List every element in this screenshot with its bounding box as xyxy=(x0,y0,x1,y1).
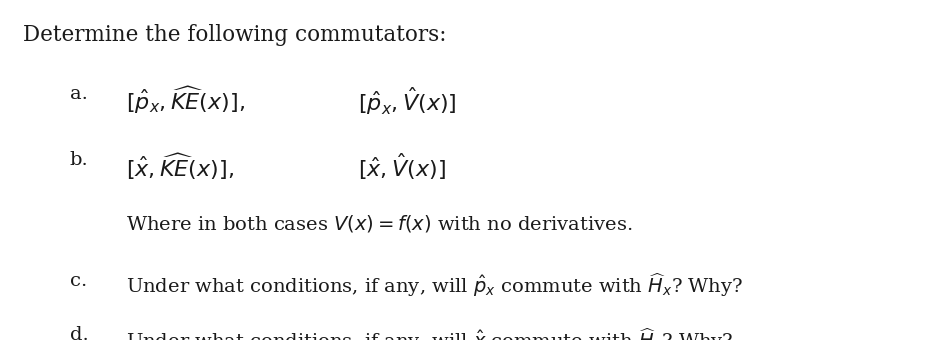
Text: Under what conditions, if any, will $\hat{p}_x$ commute with $\widehat{H}_x$? Wh: Under what conditions, if any, will $\ha… xyxy=(126,272,743,300)
Text: b.: b. xyxy=(70,151,88,169)
Text: $[\hat{p}_x,\widehat{KE}(x)],$: $[\hat{p}_x,\widehat{KE}(x)],$ xyxy=(126,85,245,116)
Text: d.: d. xyxy=(70,326,88,340)
Text: $[\hat{x},\widehat{KE}(x)],$: $[\hat{x},\widehat{KE}(x)],$ xyxy=(126,151,233,182)
Text: Determine the following commutators:: Determine the following commutators: xyxy=(23,24,446,46)
Text: Under what conditions, if any, will $\hat{x}$ commute with $\widehat{H}_x$? Why?: Under what conditions, if any, will $\ha… xyxy=(126,326,733,340)
Text: $[\hat{p}_x,\hat{V}(x)]$: $[\hat{p}_x,\hat{V}(x)]$ xyxy=(358,85,457,117)
Text: Where in both cases $V(x) = f(x)$ with no derivatives.: Where in both cases $V(x) = f(x)$ with n… xyxy=(126,212,632,234)
Text: $[\hat{x},\hat{V}(x)]$: $[\hat{x},\hat{V}(x)]$ xyxy=(358,151,445,182)
Text: a.: a. xyxy=(70,85,87,103)
Text: c.: c. xyxy=(70,272,87,290)
